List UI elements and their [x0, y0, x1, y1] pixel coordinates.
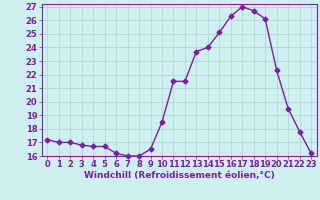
X-axis label: Windchill (Refroidissement éolien,°C): Windchill (Refroidissement éolien,°C): [84, 171, 275, 180]
